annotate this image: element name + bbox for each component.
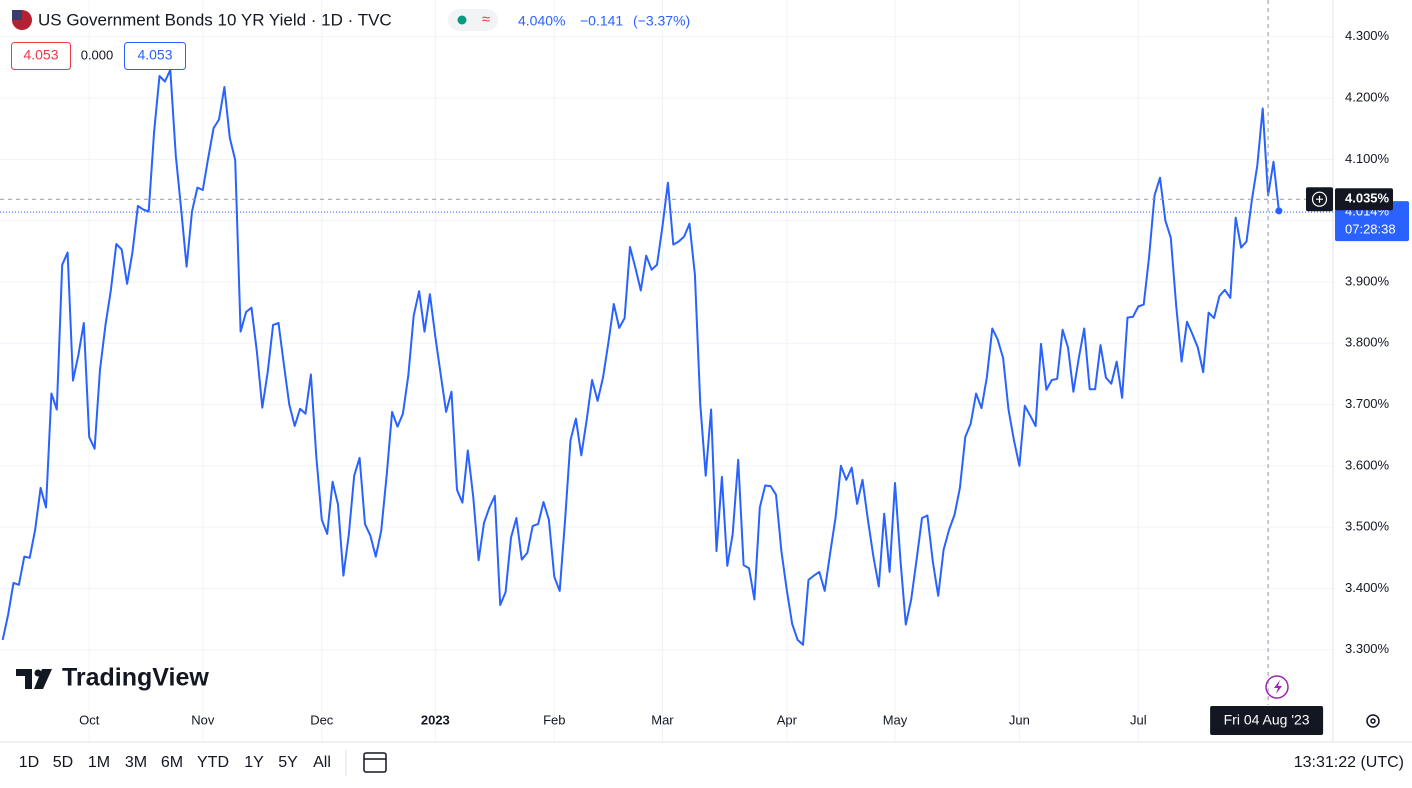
y-tick-label: 3.500%	[1345, 519, 1390, 534]
y-tick-label: 3.800%	[1345, 335, 1390, 350]
flag-canton	[12, 10, 22, 20]
plot	[0, 0, 1333, 705]
crosshair-price-label: 4.035%	[1345, 191, 1390, 206]
market-status-dot	[457, 15, 467, 25]
settings-icon-center	[1370, 718, 1376, 724]
clock[interactable]: 13:31:22 (UTC)	[1294, 754, 1404, 771]
ask[interactable]: 4.053	[137, 47, 172, 63]
last-value: 4.040%	[518, 13, 565, 29]
range-button[interactable]: 1Y	[244, 754, 264, 771]
x-tick-label: Jun	[1009, 712, 1030, 727]
x-tick-label: Dec	[310, 712, 334, 727]
range-button[interactable]: 5Y	[278, 754, 298, 771]
x-tick-label: Jul	[1130, 712, 1147, 727]
bar-countdown: 07:28:38	[1345, 222, 1396, 237]
x-tick-label: Oct	[79, 712, 100, 727]
y-tick-label: 3.300%	[1345, 641, 1390, 656]
crosshair-date-box	[1210, 706, 1324, 735]
x-tick-label: Mar	[651, 712, 674, 727]
y-tick-label: 4.200%	[1345, 90, 1390, 105]
symbol-title[interactable]: US Government Bonds 10 YR Yield · 1D · T…	[38, 10, 392, 29]
date-range-icon[interactable]	[363, 752, 387, 773]
last-point	[1275, 207, 1283, 215]
logo-text[interactable]: TradingView	[62, 664, 209, 692]
range-button[interactable]: YTD	[197, 754, 229, 771]
range-button[interactable]: 1M	[88, 754, 110, 771]
events-bolt	[1274, 680, 1282, 694]
logo-mark-slash	[34, 669, 52, 689]
change: −0.141	[580, 13, 623, 29]
buy-box[interactable]	[124, 42, 186, 70]
price-line	[1, 68, 1280, 646]
y-tick-label: 4.100%	[1345, 151, 1390, 166]
crosshair-price-box	[1335, 188, 1393, 211]
range-button[interactable]: 3M	[125, 754, 147, 771]
range-button[interactable]: 6M	[161, 754, 183, 771]
x-tick-label: May	[883, 712, 908, 727]
events-icon[interactable]	[1265, 675, 1289, 699]
y-tick-label: 3.700%	[1345, 396, 1390, 411]
range-button[interactable]: 1D	[19, 754, 39, 771]
logo-mark	[16, 669, 32, 689]
sell-box[interactable]	[11, 42, 71, 70]
y-tick-label: 3.900%	[1345, 273, 1390, 288]
x-tick-label: Nov	[191, 712, 215, 727]
y-tick-label: 3.400%	[1345, 580, 1390, 595]
grid	[0, 0, 1333, 742]
y-tick-label: 3.600%	[1345, 457, 1390, 472]
range-button[interactable]: All	[313, 754, 331, 771]
settings-icon[interactable]	[1366, 714, 1380, 728]
status-badge[interactable]	[448, 9, 498, 31]
change-percent: (−3.37%)	[633, 13, 690, 29]
delay-badge: ≈	[482, 11, 490, 28]
x-tick-label: Feb	[543, 712, 565, 727]
range-button[interactable]: 5D	[53, 754, 73, 771]
crosshair-add-plus	[1316, 195, 1323, 203]
x-tick-label: 2023	[421, 712, 450, 727]
bid[interactable]: 4.053	[23, 47, 58, 63]
spread: 0.000	[81, 47, 114, 62]
crosshair-add-icon	[1311, 191, 1328, 207]
x-tick-label: Apr	[777, 712, 798, 727]
last-price-box	[1335, 201, 1409, 242]
range-toolbar: 1D 5D 1M 3M 6M YTD 1Y 5Y All	[19, 754, 331, 771]
y-tick-label: 4.300%	[1345, 28, 1390, 43]
crosshair-date-label: Fri 04 Aug '23	[1224, 712, 1310, 728]
